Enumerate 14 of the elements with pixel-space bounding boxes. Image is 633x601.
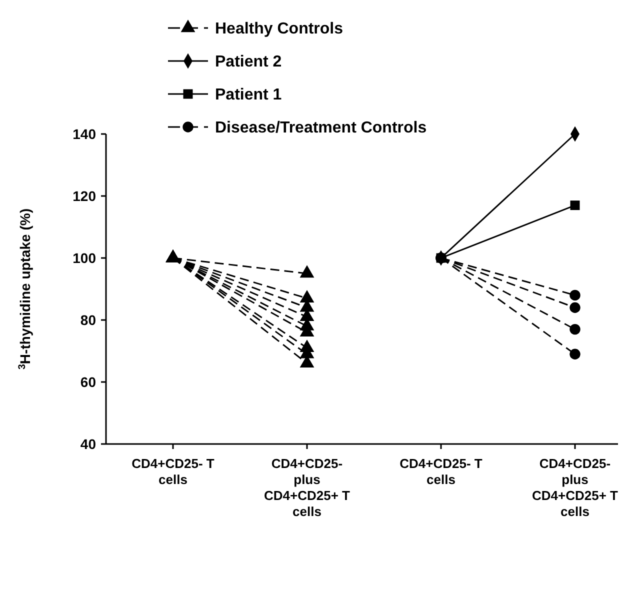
y-tick-label: 120 [72,188,96,204]
y-tick-label: 140 [72,126,96,142]
x-tick-label: CD4+CD25- plus CD4+CD25+ T cells [264,456,350,519]
x-tick-label: CD4+CD25- T cells [400,456,482,487]
legend-label: Disease/Treatment Controls [215,120,427,137]
x-tick-label: CD4+CD25- T cells [132,456,214,487]
y-tick-label: 60 [80,374,96,390]
x-tick-label: CD4+CD25- plus CD4+CD25+ T cells [532,456,618,519]
legend-label: Patient 2 [215,54,282,71]
legend-label: Patient 1 [215,86,282,104]
y-tick-label: 40 [80,436,96,452]
y-tick-label: 100 [72,250,96,266]
y-tick-label: 80 [80,312,96,328]
legend-label: Healthy Controls [215,20,344,38]
